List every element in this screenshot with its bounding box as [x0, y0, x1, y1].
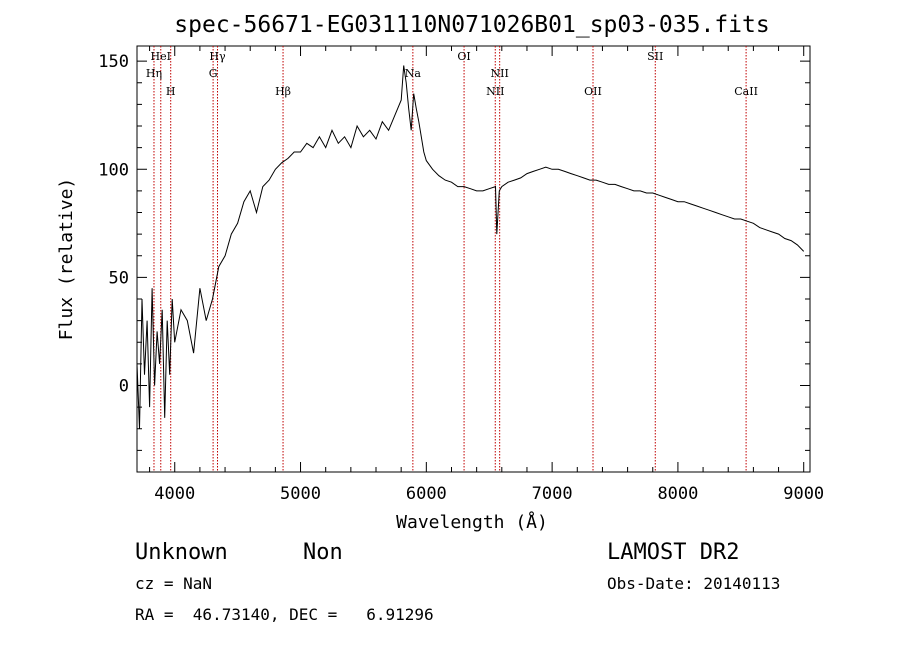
- x-tick-label-2: 6000: [406, 484, 447, 504]
- survey-text: LAMOST DR2: [607, 540, 739, 565]
- subclass-text: Non: [303, 540, 343, 565]
- x-tick-label-0: 4000: [154, 484, 195, 504]
- y-axis-label: Flux (relative): [56, 178, 77, 341]
- line-label-4: G: [209, 67, 218, 80]
- x-axis-label: Wavelength (Å): [396, 511, 548, 533]
- cz-text: cz = NaN: [135, 574, 212, 593]
- line-label-5: Hβ: [275, 85, 291, 98]
- line-label-10: OII: [584, 85, 602, 98]
- line-label-7: OI: [457, 50, 470, 63]
- line-label-2: H: [166, 85, 176, 98]
- line-label-1: HeI: [151, 50, 171, 63]
- x-tick-label-1: 5000: [280, 484, 321, 504]
- spectrum-line: [136, 65, 805, 429]
- line-label-11: SII: [647, 50, 663, 63]
- y-tick-label-0: 0: [119, 377, 129, 397]
- spectral-line-markers: [153, 46, 747, 472]
- y-axis-ticks: 0 50 100 150: [98, 52, 810, 451]
- x-tick-label-5: 9000: [783, 484, 824, 504]
- line-label-8: NII: [486, 85, 504, 98]
- classification-text: Unknown: [135, 540, 228, 565]
- obs-date-text: Obs-Date: 20140113: [607, 574, 780, 593]
- chart-title: spec-56671-EG031110N071026B01_sp03-035.f…: [174, 12, 769, 38]
- x-axis-ticks: 4000 5000 6000 7000 8000 9000: [149, 46, 824, 504]
- line-label-9: NII: [491, 67, 509, 80]
- line-label-0: Hη: [146, 67, 162, 80]
- y-tick-label-3: 150: [98, 52, 129, 72]
- coords-text: RA = 46.73140, DEC = 6.91296: [135, 605, 434, 624]
- x-tick-label-3: 7000: [532, 484, 573, 504]
- line-label-3: Hγ: [209, 50, 226, 63]
- line-label-6: Na: [405, 67, 422, 80]
- x-tick-label-4: 8000: [657, 484, 698, 504]
- spectral-line-labels: Hη HeI H Hγ G Hβ Na OI NII NII OII SII CaII: [146, 50, 758, 98]
- line-label-12: CaII: [734, 85, 758, 98]
- y-tick-label-2: 100: [98, 160, 129, 180]
- plot-frame: [136, 45, 811, 473]
- y-tick-label-1: 50: [109, 268, 129, 288]
